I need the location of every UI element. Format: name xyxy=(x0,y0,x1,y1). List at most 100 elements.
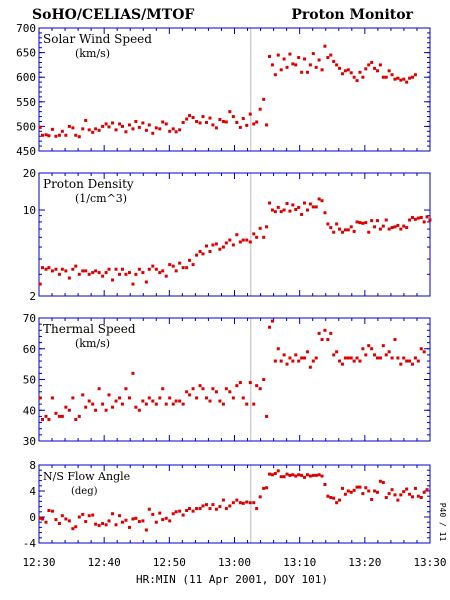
data-point xyxy=(87,128,91,132)
data-point xyxy=(94,408,98,412)
data-point xyxy=(54,134,58,138)
panel-2: 2 10 20 Proton Density(1/cm^3) xyxy=(23,167,432,303)
data-point xyxy=(114,267,118,271)
data-point xyxy=(54,267,58,271)
data-point xyxy=(67,124,71,128)
data-point xyxy=(47,509,51,512)
data-point xyxy=(352,488,356,492)
y-tick-label: 30 xyxy=(23,435,36,448)
data-point xyxy=(419,496,423,499)
data-point xyxy=(238,501,242,505)
data-point xyxy=(311,359,315,363)
y-tick-label: 0 xyxy=(29,511,36,524)
data-point xyxy=(291,473,295,477)
data-point xyxy=(218,505,222,509)
data-point xyxy=(198,121,202,125)
data-point xyxy=(211,243,215,247)
data-point xyxy=(402,224,406,228)
data-point xyxy=(124,387,128,391)
data-point xyxy=(221,119,225,123)
data-point xyxy=(161,269,165,273)
data-point xyxy=(214,126,218,130)
data-point xyxy=(258,226,262,230)
data-point xyxy=(305,208,309,212)
data-point xyxy=(349,71,353,75)
data-point xyxy=(294,474,298,478)
data-point xyxy=(282,353,286,357)
data-point xyxy=(367,344,371,348)
data-point xyxy=(54,411,58,415)
data-point xyxy=(171,402,175,406)
data-point xyxy=(235,498,239,502)
side-label: P40 / 11 xyxy=(438,503,447,542)
data-point xyxy=(268,325,272,329)
header-left-title: SoHO/CELIAS/MTOF xyxy=(32,7,194,23)
data-point xyxy=(81,269,85,273)
data-point xyxy=(57,272,61,276)
y-tick-label: 4 xyxy=(29,485,36,498)
data-point xyxy=(262,97,266,101)
data-point xyxy=(262,235,266,239)
data-point xyxy=(425,215,429,219)
data-point xyxy=(120,124,124,128)
data-point xyxy=(288,209,292,213)
data-point xyxy=(151,264,155,268)
data-point xyxy=(47,417,51,421)
header-right-title: Proton Monitor xyxy=(291,7,413,23)
data-point xyxy=(81,393,85,397)
data-point xyxy=(338,66,342,70)
data-point xyxy=(378,227,382,231)
panel-unit: (deg) xyxy=(71,486,98,497)
data-point xyxy=(107,519,111,523)
data-point xyxy=(248,501,252,505)
data-point xyxy=(349,490,353,494)
data-point xyxy=(174,130,178,134)
data-point xyxy=(405,487,409,491)
data-point xyxy=(245,123,249,127)
data-point xyxy=(224,241,228,245)
data-point xyxy=(174,269,178,273)
panel-title: Thermal Speed xyxy=(43,322,136,336)
data-point xyxy=(118,514,122,518)
data-point xyxy=(343,228,347,232)
data-point xyxy=(419,347,423,351)
data-point xyxy=(265,123,269,127)
data-point xyxy=(396,498,400,502)
data-point xyxy=(314,205,318,209)
data-point xyxy=(300,212,304,216)
data-point xyxy=(151,399,155,403)
data-point xyxy=(387,69,391,73)
data-point xyxy=(303,356,307,360)
data-point xyxy=(378,356,382,360)
data-point xyxy=(396,356,400,360)
data-point xyxy=(340,486,344,490)
data-point xyxy=(314,356,318,360)
data-point xyxy=(104,271,108,275)
data-point xyxy=(118,396,122,400)
data-point xyxy=(104,122,108,126)
data-point xyxy=(124,518,128,522)
data-point xyxy=(297,56,301,60)
data-point xyxy=(195,396,199,400)
data-point xyxy=(262,486,266,490)
data-point xyxy=(258,495,262,499)
data-point xyxy=(273,73,277,77)
data-point xyxy=(340,362,344,366)
data-point xyxy=(60,129,64,133)
data-point xyxy=(111,405,115,409)
panel-1: 450 500 550 600 650 700 Solar Wind Speed(km/s) xyxy=(16,22,431,158)
data-point xyxy=(131,517,135,521)
data-point xyxy=(399,78,403,82)
data-point xyxy=(204,120,208,124)
data-point xyxy=(44,133,48,137)
data-point xyxy=(204,396,208,400)
data-point xyxy=(355,220,359,224)
panel-unit: (1/cm^3) xyxy=(75,192,127,205)
data-point xyxy=(367,489,371,493)
data-point xyxy=(340,230,344,234)
data-point xyxy=(41,417,45,421)
data-point xyxy=(195,119,199,123)
data-point xyxy=(137,267,141,271)
data-point xyxy=(361,347,365,351)
data-point xyxy=(174,399,178,403)
